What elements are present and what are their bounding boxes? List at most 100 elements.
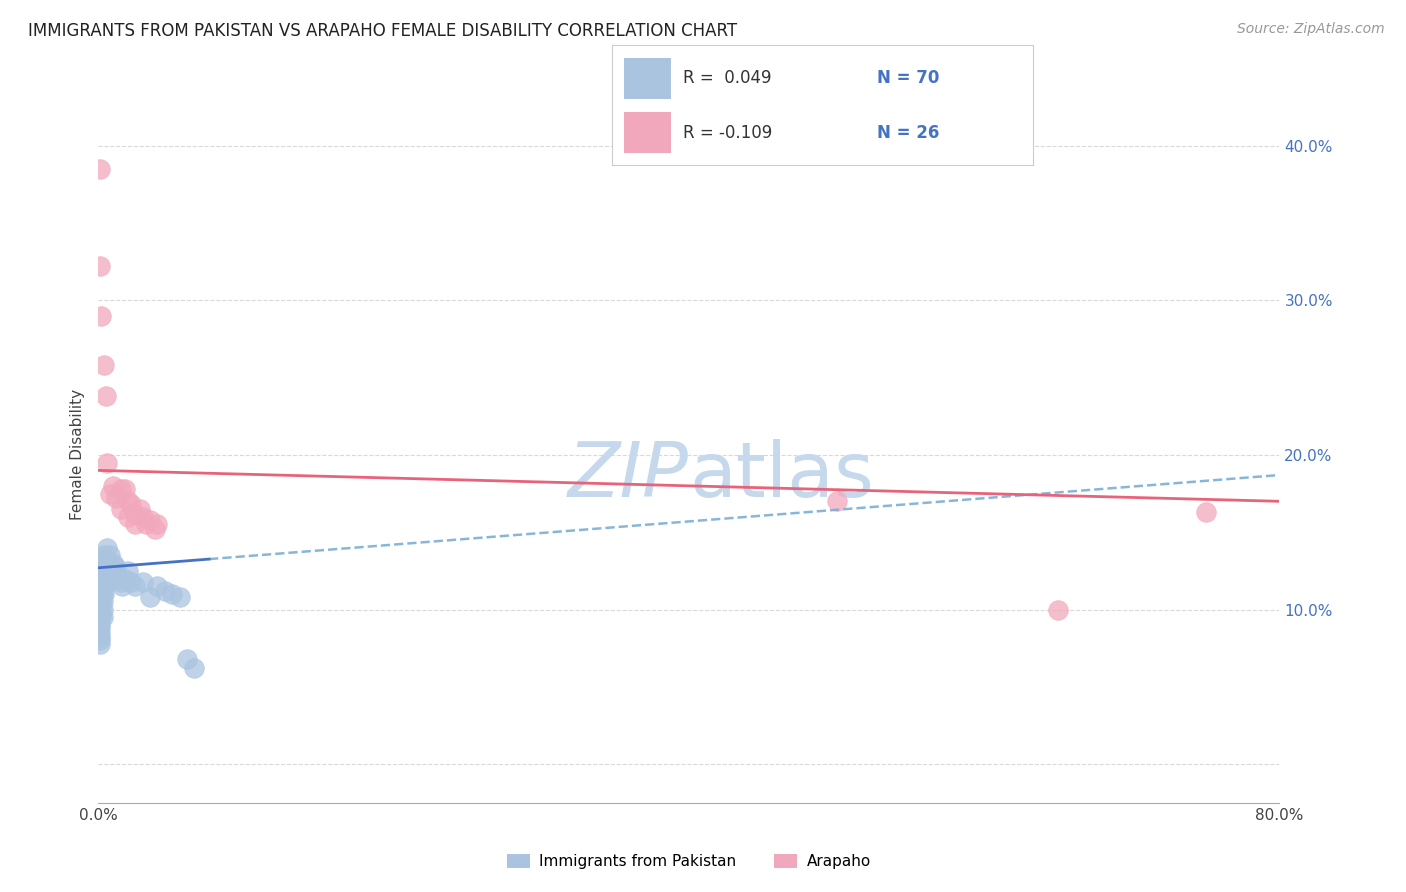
Point (114, 572, 136, 586)
Point (98, 486, 121, 500)
Point (89, 606, 111, 620)
Point (90, 590, 112, 604)
Point (105, 564, 128, 578)
Point (94, 389, 117, 403)
Point (89, 590, 111, 604)
Point (162, 587, 183, 601)
Point (98, 549, 121, 563)
Point (91, 602, 114, 616)
Point (94, 574, 117, 589)
Point (89, 595, 111, 609)
Point (97, 574, 120, 589)
Point (183, 661, 205, 675)
Point (93, 559, 115, 574)
Point (1046, 602, 1069, 616)
Point (90, 595, 112, 609)
Point (93, 579, 115, 593)
Point (139, 590, 162, 604)
Point (89, 625, 111, 640)
Point (146, 579, 169, 593)
Point (117, 564, 139, 578)
Point (91, 564, 114, 578)
Point (89, 564, 111, 578)
Point (89, 633, 111, 648)
Point (96, 456, 118, 470)
Point (135, 517, 157, 532)
Point (89, 260, 111, 274)
Point (103, 556, 125, 570)
Point (110, 482, 132, 496)
Point (91, 572, 114, 586)
Point (132, 574, 155, 589)
Point (176, 652, 198, 666)
Text: atlas: atlas (689, 439, 873, 513)
Point (89, 584, 111, 599)
Point (100, 564, 122, 578)
Point (90, 584, 112, 599)
Point (153, 584, 176, 599)
Point (146, 517, 169, 532)
Point (90, 610, 112, 624)
Legend: Immigrants from Pakistan, Arapaho: Immigrants from Pakistan, Arapaho (501, 847, 877, 875)
Point (89, 161, 111, 176)
Point (96, 541, 118, 555)
Point (90, 309, 112, 323)
Point (89, 587, 111, 601)
Point (124, 517, 146, 532)
Point (89, 621, 111, 635)
Point (89, 618, 111, 632)
Point (114, 482, 136, 496)
Point (90, 579, 112, 593)
Point (89, 556, 111, 570)
Point (124, 579, 146, 593)
Point (1195, 505, 1218, 519)
Point (90, 559, 112, 574)
Point (91, 579, 114, 593)
Point (89, 572, 111, 586)
Bar (624, 58, 671, 99)
Bar (624, 112, 671, 153)
Point (90, 574, 112, 589)
Point (89, 579, 111, 593)
Point (103, 479, 125, 493)
Point (89, 582, 111, 597)
Point (96, 556, 118, 570)
Point (89, 610, 111, 624)
Point (89, 613, 111, 627)
Point (96, 568, 118, 582)
Point (89, 602, 111, 616)
Point (124, 507, 146, 521)
Point (89, 598, 111, 612)
Text: IMMIGRANTS FROM PAKISTAN VS ARAPAHO FEMALE DISABILITY CORRELATION CHART: IMMIGRANTS FROM PAKISTAN VS ARAPAHO FEMA… (28, 22, 737, 40)
Point (104, 559, 127, 574)
Point (97, 559, 120, 574)
Point (120, 497, 142, 511)
Text: R =  0.049: R = 0.049 (683, 70, 772, 87)
Point (93, 358, 115, 372)
Point (90, 606, 112, 620)
Point (91, 595, 114, 609)
Point (90, 599, 112, 614)
Point (825, 494, 848, 508)
Point (93, 549, 115, 563)
Point (91, 587, 114, 601)
Point (139, 513, 162, 527)
Point (117, 494, 139, 508)
Point (143, 522, 166, 536)
Point (89, 631, 111, 645)
Point (111, 579, 134, 593)
Point (105, 491, 128, 506)
Point (132, 509, 155, 524)
Point (90, 568, 112, 582)
Point (120, 574, 142, 589)
Point (94, 553, 117, 567)
Point (128, 502, 150, 516)
Point (110, 574, 132, 589)
Point (93, 568, 115, 582)
Y-axis label: Female Disability: Female Disability (70, 389, 86, 521)
Point (89, 636, 111, 650)
Text: N = 26: N = 26 (877, 123, 939, 142)
Point (117, 509, 139, 524)
Point (91, 610, 114, 624)
Text: R = -0.109: R = -0.109 (683, 123, 772, 142)
